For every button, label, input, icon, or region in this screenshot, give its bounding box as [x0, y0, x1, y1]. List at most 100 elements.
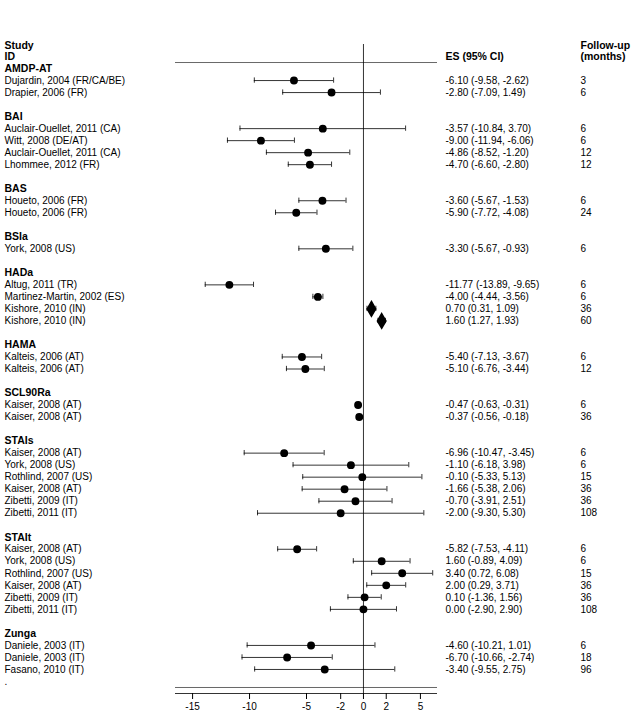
- svg-text:HAMA: HAMA: [5, 338, 37, 350]
- svg-text:60: 60: [581, 315, 593, 326]
- svg-text:Auclair-Ouellet, 2011 (CA): Auclair-Ouellet, 2011 (CA): [5, 147, 121, 158]
- svg-text:0.00 (-2.90, 2.90): 0.00 (-2.90, 2.90): [446, 604, 523, 615]
- svg-text:18: 18: [581, 652, 593, 663]
- svg-text:-9.00 (-11.94, -6.06): -9.00 (-11.94, -6.06): [446, 135, 534, 146]
- svg-text:Daniele, 2003 (IT): Daniele, 2003 (IT): [5, 652, 85, 663]
- svg-text:Kalteis, 2006 (AT): Kalteis, 2006 (AT): [5, 363, 84, 374]
- svg-text:36: 36: [581, 411, 593, 422]
- svg-text:36: 36: [581, 303, 593, 314]
- svg-text:108: 108: [581, 604, 598, 615]
- svg-text:Lhommee, 2012 (FR): Lhommee, 2012 (FR): [5, 159, 100, 170]
- svg-text:-5.90 (-7.72, -4.08): -5.90 (-7.72, -4.08): [446, 207, 529, 218]
- svg-text:-6.96 (-10.47, -3.45): -6.96 (-10.47, -3.45): [446, 447, 535, 458]
- svg-text:-1.10 (-6.18, 3.98): -1.10 (-6.18, 3.98): [446, 459, 526, 470]
- svg-text:Dujardin, 2004 (FR/CA/BE): Dujardin, 2004 (FR/CA/BE): [5, 75, 126, 86]
- svg-text:2.00 (0.29, 3.71): 2.00 (0.29, 3.71): [446, 580, 519, 591]
- svg-text:Zibetti, 2011 (IT): Zibetti, 2011 (IT): [5, 604, 78, 615]
- svg-text:1.60 (-0.89, 4.09): 1.60 (-0.89, 4.09): [446, 555, 523, 566]
- svg-text:Rothlind, 2007 (US): Rothlind, 2007 (US): [5, 471, 93, 482]
- svg-text:5: 5: [418, 701, 424, 712]
- svg-text:12: 12: [581, 159, 593, 170]
- svg-text:Witt, 2008 (DE/AT): Witt, 2008 (DE/AT): [5, 135, 88, 146]
- svg-text:-5.40 (-7.13, -3.67): -5.40 (-7.13, -3.67): [446, 351, 529, 362]
- svg-text:-15: -15: [185, 701, 200, 712]
- svg-text:Auclair-Ouellet, 2011 (CA): Auclair-Ouellet, 2011 (CA): [5, 123, 121, 134]
- svg-text:Kishore, 2010 (IN): Kishore, 2010 (IN): [5, 303, 86, 314]
- svg-text:-5.10 (-6.76, -3.44): -5.10 (-6.76, -3.44): [446, 363, 529, 374]
- svg-text:6: 6: [581, 399, 587, 410]
- svg-text:York, 2008 (US): York, 2008 (US): [5, 459, 76, 470]
- svg-text:Zunga: Zunga: [5, 627, 37, 639]
- svg-text:-2.00 (-9.30, 5.30): -2.00 (-9.30, 5.30): [446, 507, 526, 518]
- svg-text:Zibetti, 2011 (IT): Zibetti, 2011 (IT): [5, 507, 78, 518]
- svg-text:-3.60 (-5.67, -1.53): -3.60 (-5.67, -1.53): [446, 195, 529, 206]
- svg-text:-3.30 (-5.67, -0.93): -3.30 (-5.67, -0.93): [446, 243, 529, 254]
- svg-text:-4.60 (-10.21, 1.01): -4.60 (-10.21, 1.01): [446, 640, 532, 651]
- svg-text:BSIa: BSIa: [5, 230, 29, 242]
- svg-text:6: 6: [581, 279, 587, 290]
- svg-text:15: 15: [581, 568, 593, 579]
- svg-text:6: 6: [581, 291, 587, 302]
- svg-text:0: 0: [361, 701, 367, 712]
- svg-text:-1.66 (-5.38, 2.06): -1.66 (-5.38, 2.06): [446, 483, 526, 494]
- svg-text:6: 6: [581, 555, 587, 566]
- svg-text:0.70 (0.31, 1.09): 0.70 (0.31, 1.09): [446, 303, 519, 314]
- svg-text:36: 36: [581, 592, 593, 603]
- svg-text:-0.70 (-3.91, 2.51): -0.70 (-3.91, 2.51): [446, 495, 526, 506]
- svg-text:Kaiser, 2008 (AT): Kaiser, 2008 (AT): [5, 543, 82, 554]
- svg-text:-4.70 (-6.60, -2.80): -4.70 (-6.60, -2.80): [446, 159, 529, 170]
- svg-text:12: 12: [581, 147, 593, 158]
- svg-text:0.10 (-1.36, 1.56): 0.10 (-1.36, 1.56): [446, 592, 523, 603]
- svg-text:BAS: BAS: [5, 182, 27, 194]
- svg-text:-0.10 (-5.33, 5.13): -0.10 (-5.33, 5.13): [446, 471, 526, 482]
- svg-text:36: 36: [581, 483, 593, 494]
- svg-text:36: 36: [581, 495, 593, 506]
- svg-text:6: 6: [581, 87, 587, 98]
- svg-text:-0.47 (-0.63, -0.31): -0.47 (-0.63, -0.31): [446, 399, 529, 410]
- svg-text:ES (95% CI): ES (95% CI): [446, 50, 504, 62]
- svg-text:Kishore, 2010 (IN): Kishore, 2010 (IN): [5, 315, 86, 326]
- svg-text:6: 6: [581, 351, 587, 362]
- svg-text:Houeto, 2006 (FR): Houeto, 2006 (FR): [5, 207, 88, 218]
- svg-text:Rothlind, 2007 (US): Rothlind, 2007 (US): [5, 568, 93, 579]
- svg-text:Altug, 2011 (TR): Altug, 2011 (TR): [5, 279, 78, 290]
- svg-text:StudyID: StudyID: [5, 39, 34, 62]
- svg-text:36: 36: [581, 580, 593, 591]
- svg-text:Houeto, 2006 (FR): Houeto, 2006 (FR): [5, 195, 88, 206]
- svg-text:BAI: BAI: [5, 110, 23, 122]
- svg-text:108: 108: [581, 507, 598, 518]
- svg-text:AMDP-AT: AMDP-AT: [5, 62, 53, 74]
- svg-text:-4.00 (-4.44, -3.56): -4.00 (-4.44, -3.56): [446, 291, 529, 302]
- svg-text:6: 6: [581, 459, 587, 470]
- svg-text:-3.40 (-9.55, 2.75): -3.40 (-9.55, 2.75): [446, 664, 526, 675]
- svg-text:24: 24: [581, 207, 593, 218]
- svg-text:6: 6: [581, 135, 587, 146]
- svg-text:-3.57 (-10.84, 3.70): -3.57 (-10.84, 3.70): [446, 123, 532, 134]
- svg-text:3: 3: [581, 75, 587, 86]
- svg-text:STAIs: STAIs: [5, 434, 34, 446]
- svg-text:York, 2008 (US): York, 2008 (US): [5, 243, 76, 254]
- svg-text:SCL90Ra: SCL90Ra: [5, 386, 51, 398]
- svg-text:-6.70 (-10.66, -2.74): -6.70 (-10.66, -2.74): [446, 652, 535, 663]
- svg-text:-2.80 (-7.09, 1.49): -2.80 (-7.09, 1.49): [446, 87, 526, 98]
- svg-text:6: 6: [581, 123, 587, 134]
- svg-text:.: .: [5, 676, 8, 687]
- svg-text:6: 6: [581, 243, 587, 254]
- svg-text:Fasano, 2010 (IT): Fasano, 2010 (IT): [5, 664, 84, 675]
- svg-text:Zibetti, 2009 (IT): Zibetti, 2009 (IT): [5, 495, 78, 506]
- svg-text:Kaiser, 2008 (AT): Kaiser, 2008 (AT): [5, 483, 82, 494]
- svg-text:Kaiser, 2008 (AT): Kaiser, 2008 (AT): [5, 411, 82, 422]
- svg-text:15: 15: [581, 471, 593, 482]
- svg-text:-4.86 (-8.52, -1.20): -4.86 (-8.52, -1.20): [446, 147, 529, 158]
- svg-text:York, 2008 (US): York, 2008 (US): [5, 555, 76, 566]
- svg-text:-6.10 (-9.58, -2.62): -6.10 (-9.58, -2.62): [446, 75, 529, 86]
- svg-text:3.40 (0.72, 6.08): 3.40 (0.72, 6.08): [446, 568, 519, 579]
- svg-text:96: 96: [581, 664, 593, 675]
- svg-text:12: 12: [581, 363, 593, 374]
- svg-text:6: 6: [581, 447, 587, 458]
- svg-text:Drapier, 2006 (FR): Drapier, 2006 (FR): [5, 87, 88, 98]
- svg-text:6: 6: [581, 640, 587, 651]
- svg-text:Zibetti, 2009 (IT): Zibetti, 2009 (IT): [5, 592, 78, 603]
- svg-text:1.60 (1.27, 1.93): 1.60 (1.27, 1.93): [446, 315, 519, 326]
- svg-text:6: 6: [581, 195, 587, 206]
